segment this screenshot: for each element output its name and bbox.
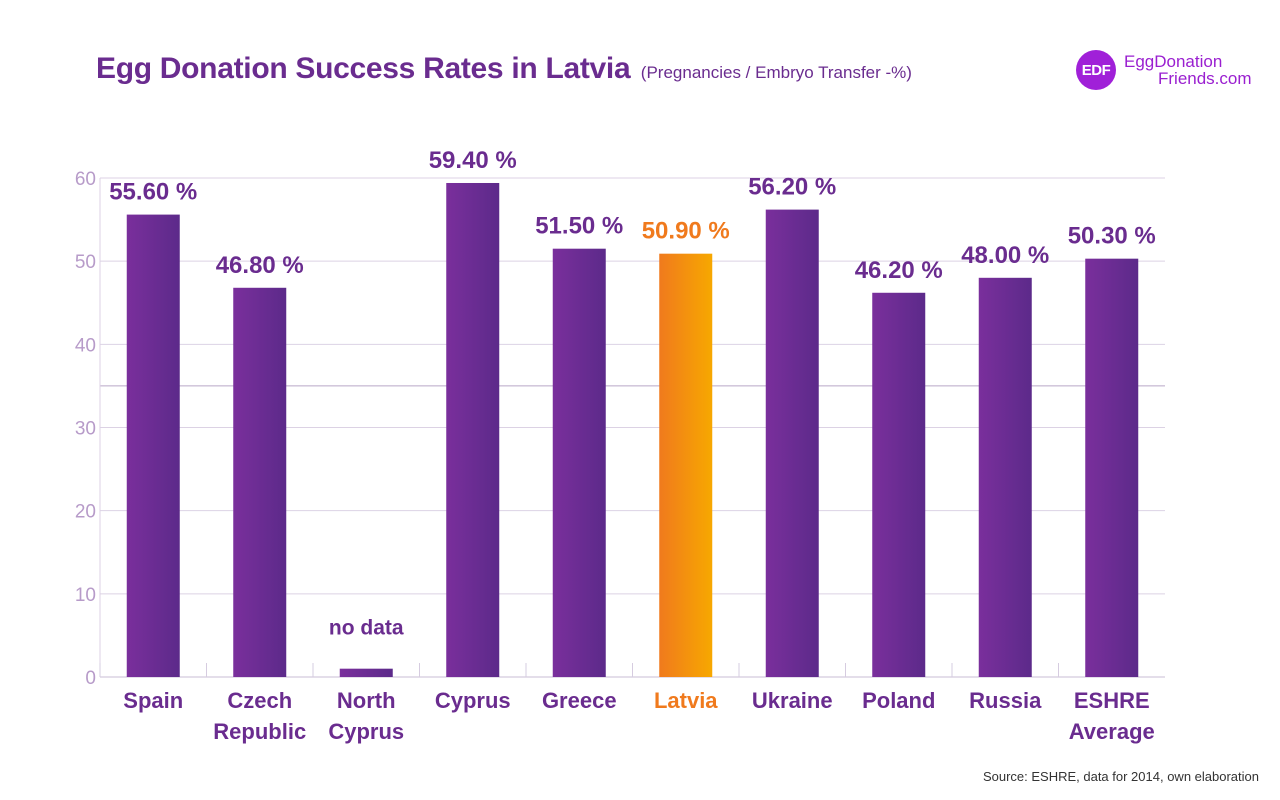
chart-title: Egg Donation Success Rates in Latvia — [96, 52, 631, 85]
source-note: Source: ESHRE, data for 2014, own elabor… — [982, 769, 1259, 784]
category-label-line: Greece — [542, 688, 617, 713]
value-label: 56.20 % — [748, 174, 836, 201]
logo-line-2: Friends.com — [1158, 69, 1252, 88]
category-label: Greece — [542, 688, 617, 713]
y-tick-label: 0 — [85, 668, 96, 689]
value-label: 55.60 % — [109, 179, 197, 206]
category-label-line: Cyprus — [328, 719, 404, 744]
y-tick-label: 50 — [75, 252, 96, 273]
bar-greece — [552, 248, 606, 678]
category-label: Cyprus — [435, 688, 511, 713]
logo-mark-icon: EDF — [1076, 50, 1116, 90]
logo-text: EggDonation Friends.com — [1124, 53, 1252, 87]
category-label-line: Cyprus — [435, 688, 511, 713]
value-label: 46.20 % — [855, 257, 943, 284]
bars — [126, 182, 1139, 678]
chart-title-group: Egg Donation Success Rates in Latvia (Pr… — [96, 52, 912, 86]
category-label-line: Czech — [227, 688, 292, 713]
bar-cyprus — [446, 182, 500, 678]
bar-spain — [126, 214, 180, 678]
y-axis-ticks: 0 10 20 30 40 50 60 — [75, 169, 96, 689]
category-label: ESHRE Average — [1069, 688, 1155, 744]
y-tick-label: 40 — [75, 335, 96, 356]
value-label: 46.80 % — [216, 252, 304, 279]
category-label-line: Poland — [862, 688, 935, 713]
bar-czech-republic — [233, 287, 287, 677]
bar-eshre-average — [1085, 258, 1139, 677]
y-tick-label: 20 — [75, 502, 96, 523]
bar-ukraine — [765, 209, 819, 677]
value-label: 50.30 % — [1068, 223, 1156, 250]
category-label: North Cyprus — [328, 688, 404, 744]
category-label-line: Russia — [969, 688, 1042, 713]
category-label: Russia — [969, 688, 1042, 713]
value-labels: 55.60 % 46.80 % no data 59.40 % 51.50 % 50.90… — [109, 147, 1156, 640]
logo-line-1: EggDonation — [1124, 52, 1223, 71]
bar-north-cyprus — [339, 668, 393, 677]
category-label: Czech Republic — [213, 688, 306, 744]
category-labels: Spain Czech Republic North Cyprus Cyprus Greec… — [123, 688, 1154, 744]
y-tick-label: 30 — [75, 419, 96, 440]
value-label: 59.40 % — [429, 147, 517, 174]
value-label: 51.50 % — [535, 213, 623, 240]
category-label-line: Average — [1069, 719, 1155, 744]
category-label-line: North — [337, 688, 396, 713]
category-label-line: Spain — [123, 688, 183, 713]
bar-latvia — [659, 253, 713, 677]
category-label-line: ESHRE — [1074, 688, 1150, 713]
bar-poland — [872, 292, 926, 677]
category-label-line: Republic — [213, 719, 306, 744]
category-label-line: Latvia — [654, 688, 718, 713]
value-label: 48.00 % — [961, 242, 1049, 269]
value-label: 50.90 % — [642, 218, 730, 245]
category-label: Latvia — [654, 688, 718, 713]
chart-subtitle: (Pregnancies / Embryo Transfer -%) — [640, 63, 912, 82]
category-label: Ukraine — [752, 688, 833, 713]
brand-logo: EDF EggDonation Friends.com — [1076, 50, 1252, 90]
category-label: Spain — [123, 688, 183, 713]
category-label-line: Ukraine — [752, 688, 833, 713]
value-label: no data — [329, 617, 404, 640]
y-tick-label: 10 — [75, 585, 96, 606]
y-tick-label: 60 — [75, 169, 96, 190]
bar-russia — [978, 277, 1032, 677]
category-label: Poland — [862, 688, 935, 713]
